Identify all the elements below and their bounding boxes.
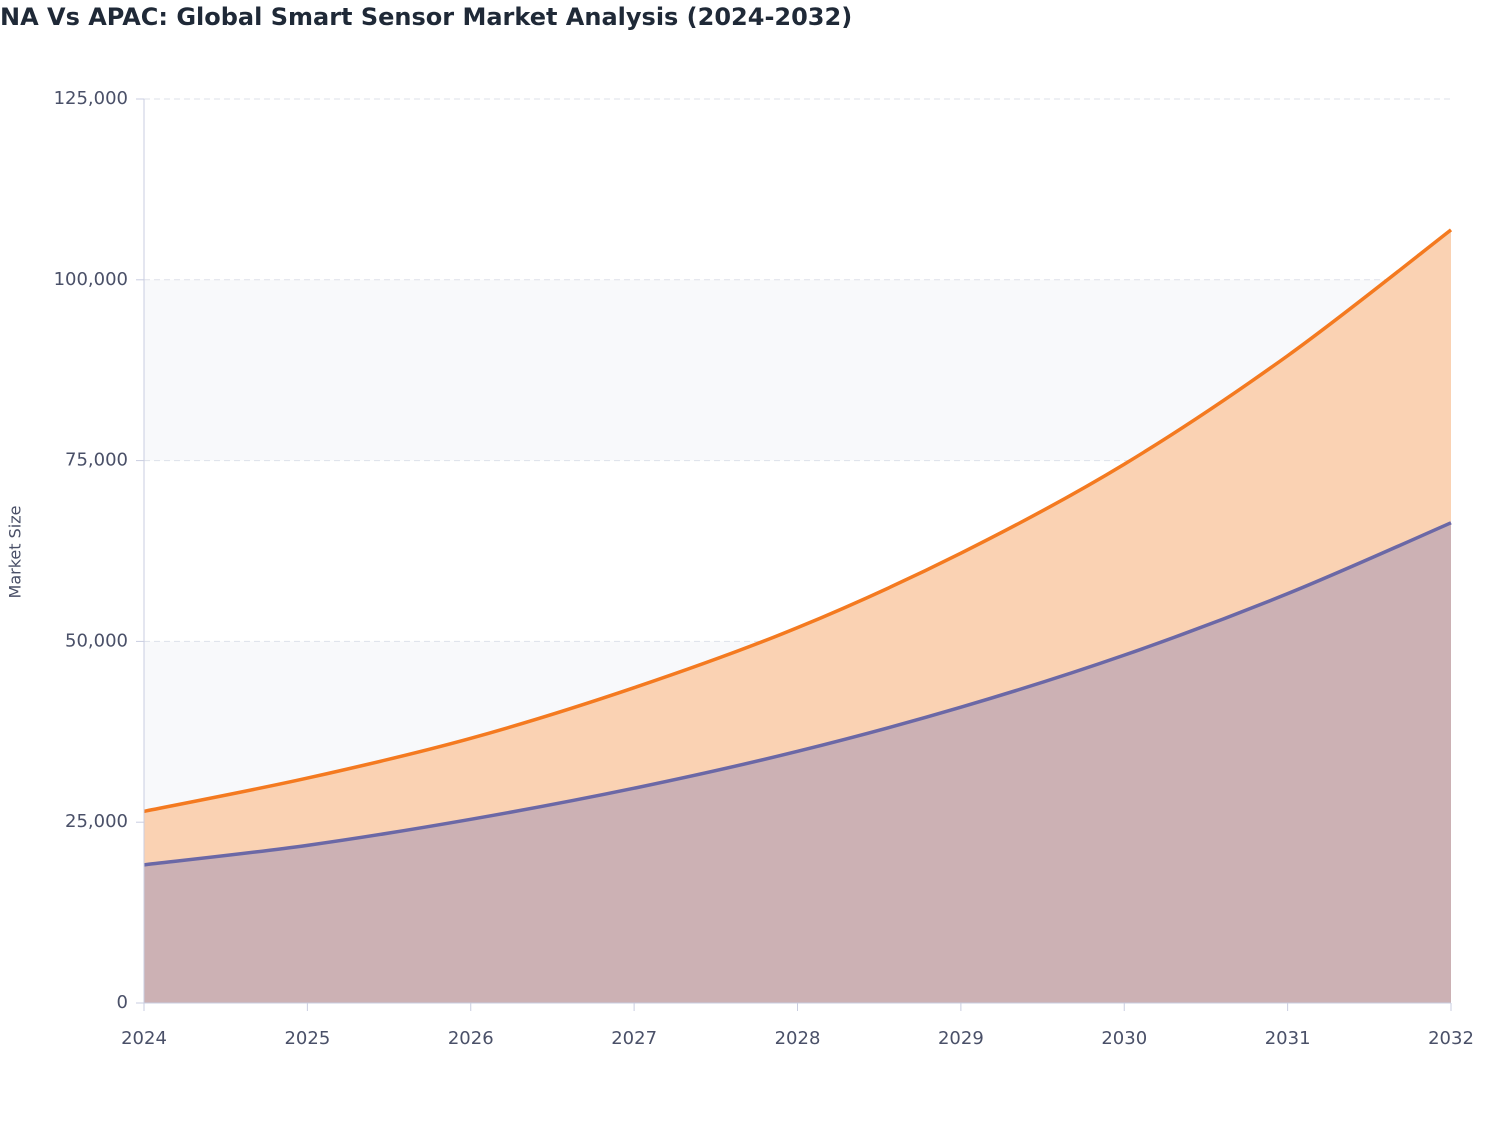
y-tick-label: 25,000 [65, 811, 128, 832]
x-tick-label: 2029 [938, 1028, 984, 1049]
y-axis-label: Market Size [6, 506, 25, 599]
line [143, 228, 1453, 814]
x-tick-label: 2026 [448, 1028, 494, 1049]
y-tick-label: 100,000 [54, 269, 128, 290]
x-tick-label: 2024 [121, 1028, 167, 1049]
y-tick-label: 125,000 [54, 88, 128, 109]
y-tick-label: 0 [117, 992, 128, 1013]
x-tick-label: 2027 [611, 1028, 657, 1049]
x-tick-label: 2028 [775, 1028, 821, 1049]
line [143, 521, 1452, 867]
x-tick-label: 2030 [1101, 1028, 1147, 1049]
y-tick-label: 75,000 [65, 450, 128, 471]
area [144, 522, 1451, 1003]
y-tick-label: 50,000 [65, 630, 128, 651]
x-tick-label: 2032 [1428, 1028, 1474, 1049]
x-tick-label: 2031 [1265, 1028, 1311, 1049]
x-tick-label: 2025 [284, 1028, 330, 1049]
chart-title: NA Vs APAC: Global Smart Sensor Market A… [0, 3, 852, 31]
